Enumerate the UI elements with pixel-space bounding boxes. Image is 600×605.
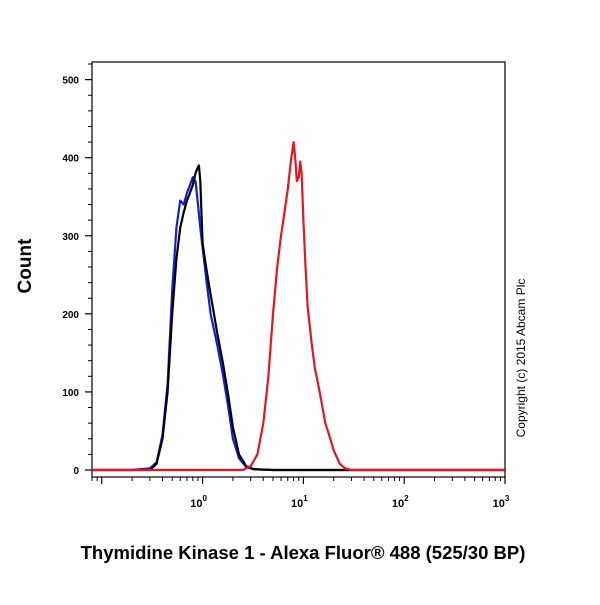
x-tick-label: 101 [291, 494, 308, 510]
histogram-series-2 [90, 164, 507, 472]
x-tick-label: 100 [190, 494, 207, 510]
histogram-series-1 [90, 176, 507, 472]
copyright-annotation: Copyright (c) 2015 Abcam Plc [514, 279, 528, 438]
y-tick-label: 500 [62, 76, 79, 87]
histogram-series-3 [90, 141, 507, 472]
y-tick-label: 300 [62, 232, 79, 243]
y-axis-label: Count [15, 238, 36, 294]
plot-frame [91, 61, 506, 478]
y-tick-label: 0 [73, 466, 79, 477]
x-axis-label: Thymidine Kinase 1 - Alexa Fluor® 488 (5… [81, 542, 526, 563]
x-tick-label: 103 [493, 494, 510, 510]
y-tick-label: 400 [62, 154, 79, 165]
x-tick-label: 102 [392, 494, 409, 510]
y-tick-label: 200 [62, 310, 79, 321]
y-tick-label: 100 [62, 388, 79, 399]
